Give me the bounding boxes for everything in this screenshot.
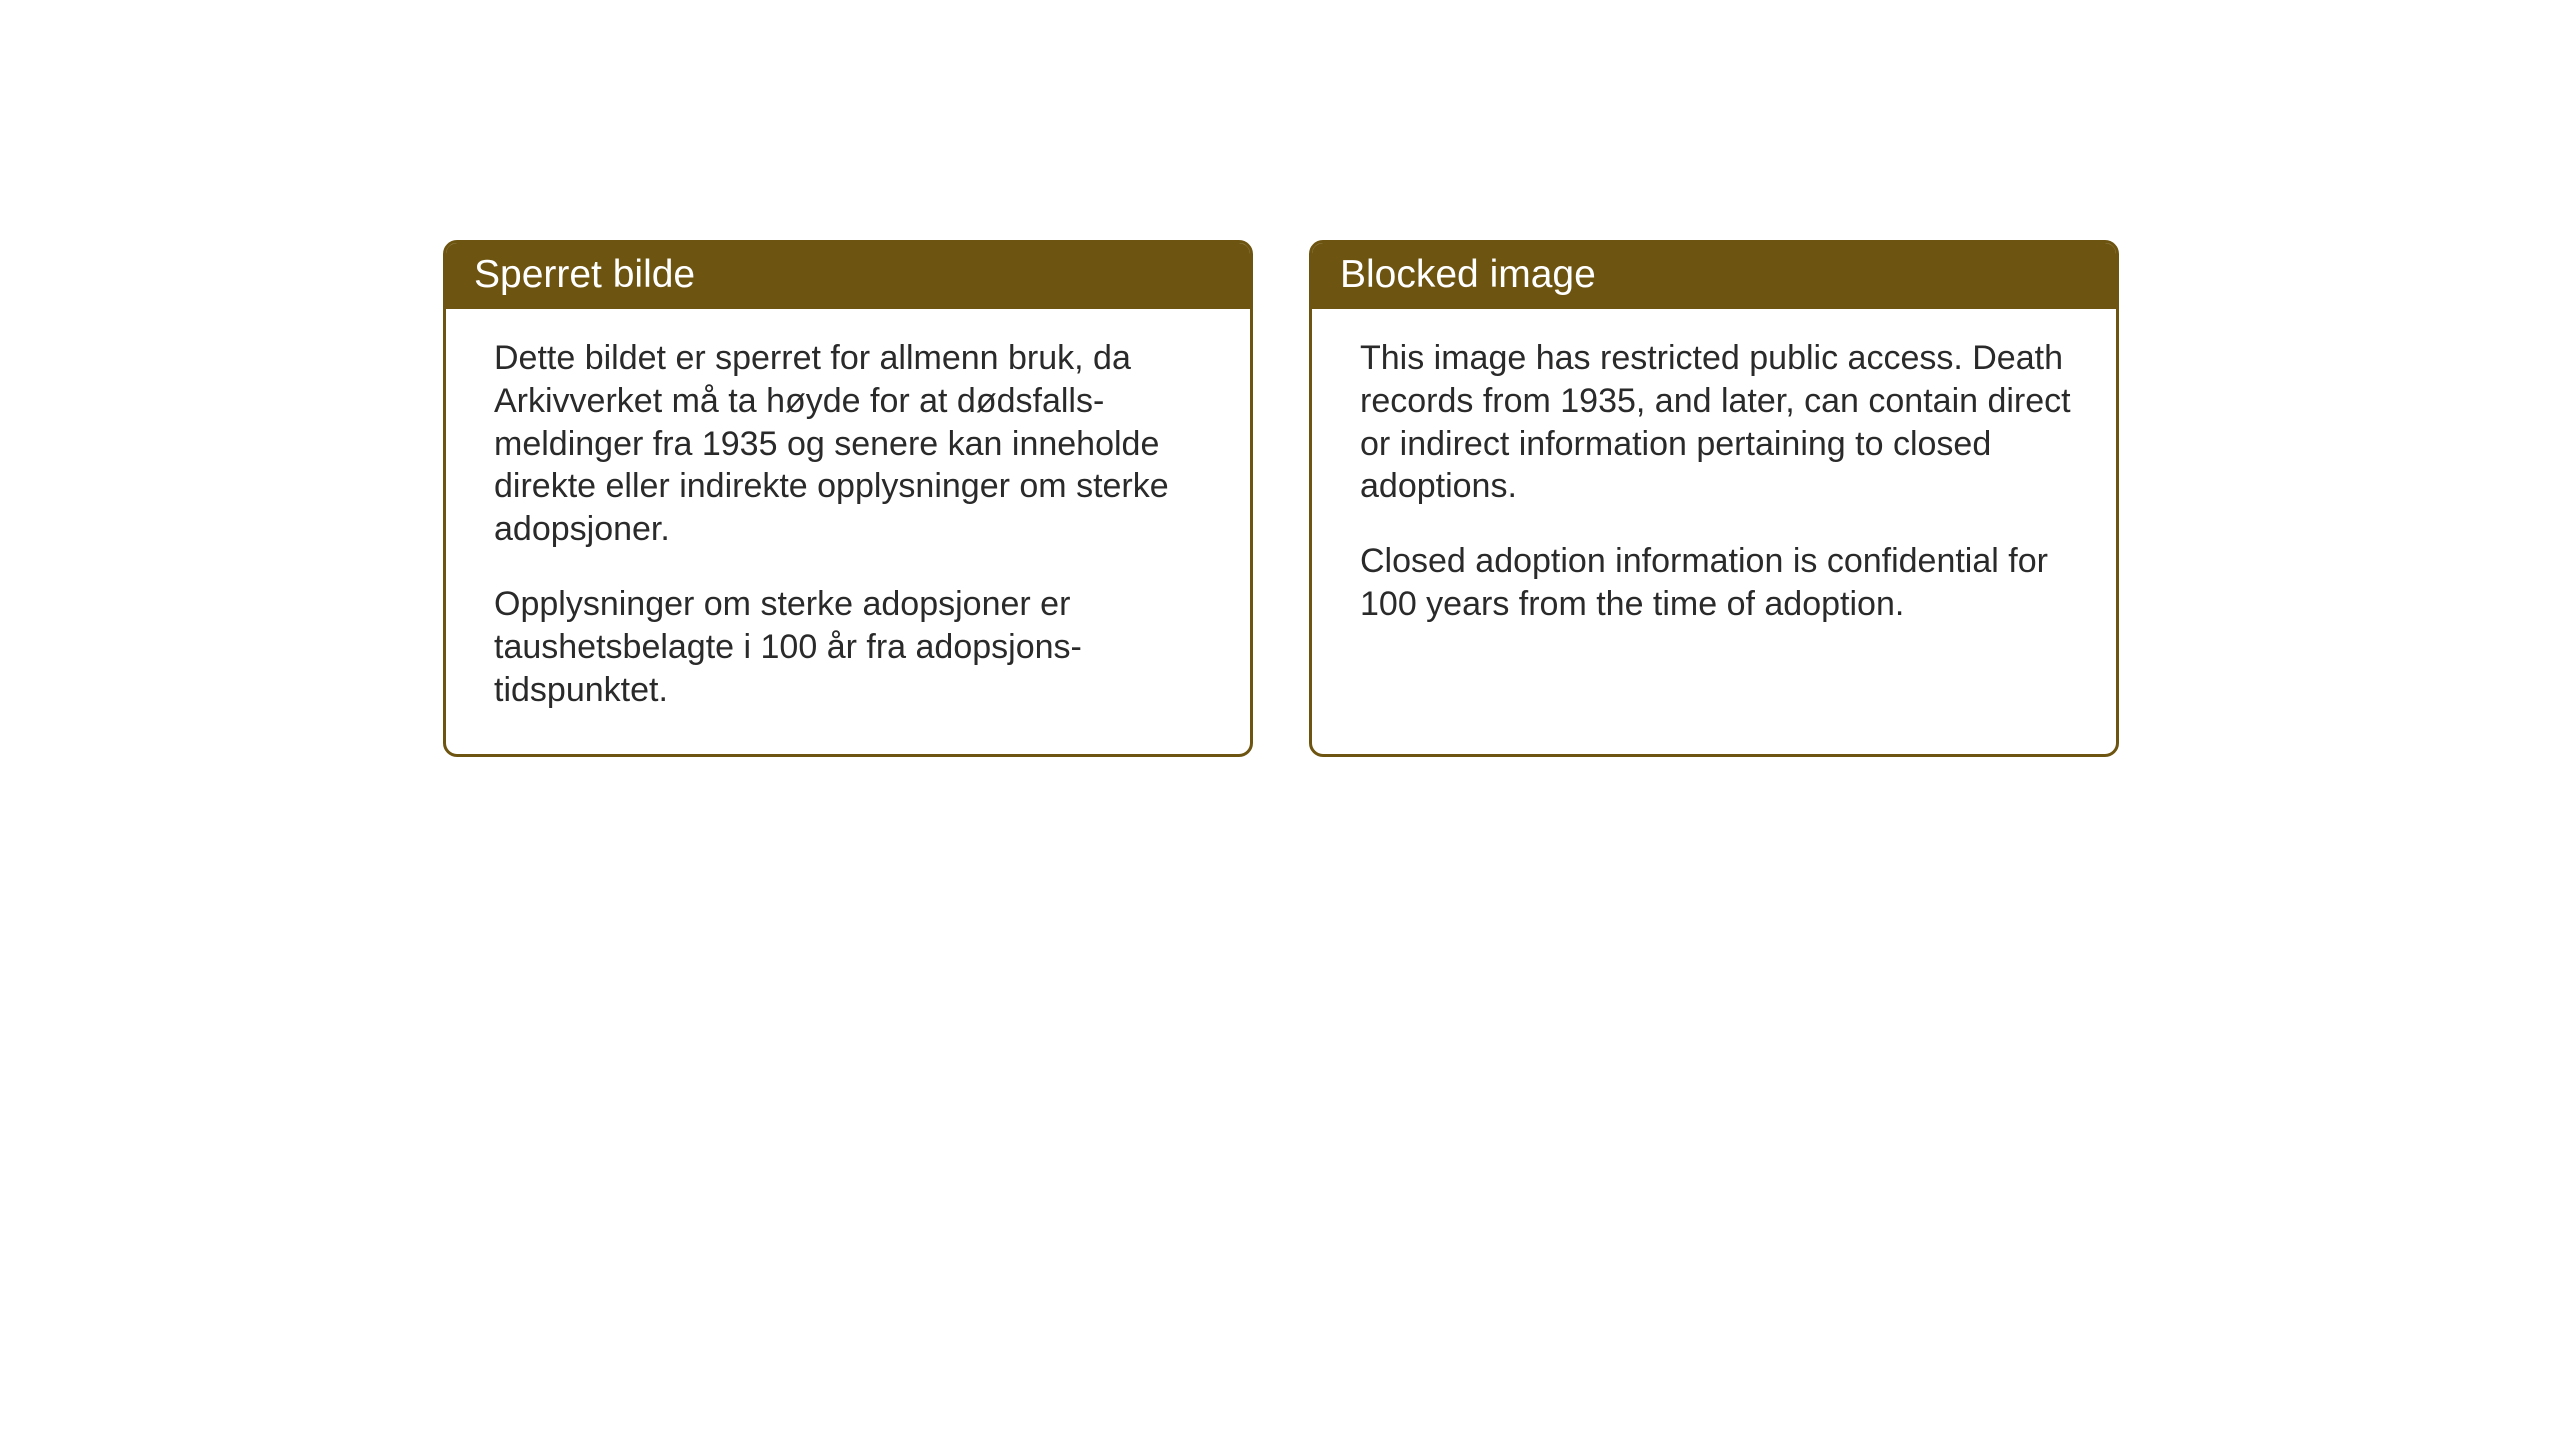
card-english-header: Blocked image: [1312, 243, 2116, 309]
card-norwegian-paragraph-2: Opplysninger om sterke adopsjoner er tau…: [494, 583, 1208, 711]
card-english: Blocked image This image has restricted …: [1309, 240, 2119, 757]
card-norwegian: Sperret bilde Dette bildet er sperret fo…: [443, 240, 1253, 757]
card-norwegian-header: Sperret bilde: [446, 243, 1250, 309]
card-english-paragraph-1: This image has restricted public access.…: [1360, 337, 2074, 508]
card-norwegian-body: Dette bildet er sperret for allmenn bruk…: [446, 309, 1250, 754]
cards-container: Sperret bilde Dette bildet er sperret fo…: [443, 240, 2119, 757]
card-english-title: Blocked image: [1340, 253, 1596, 296]
card-norwegian-paragraph-1: Dette bildet er sperret for allmenn bruk…: [494, 337, 1208, 551]
card-norwegian-title: Sperret bilde: [474, 253, 695, 296]
card-english-paragraph-2: Closed adoption information is confident…: [1360, 540, 2074, 626]
card-english-body: This image has restricted public access.…: [1312, 309, 2116, 668]
